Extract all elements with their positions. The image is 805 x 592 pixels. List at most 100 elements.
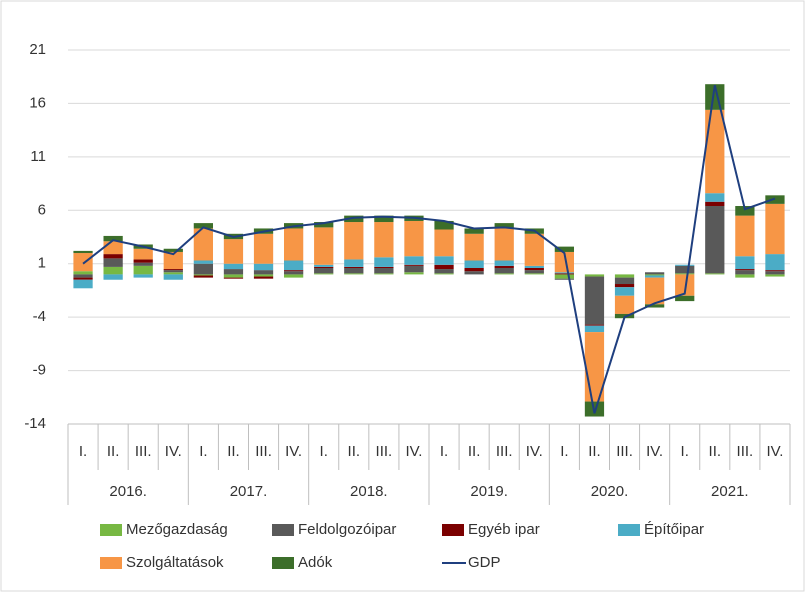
bar-segment [73, 271, 93, 275]
bar-segment [374, 215, 394, 223]
bar-segment [644, 304, 665, 308]
x-tick-label: I. [79, 443, 87, 460]
legend-swatch [100, 557, 122, 569]
bar-segment [223, 239, 244, 264]
bar-segment [434, 229, 454, 257]
bar-segment [434, 264, 454, 270]
bar-segment [283, 271, 304, 275]
x-tick-label: I. [440, 443, 448, 460]
bar-segment [404, 264, 424, 266]
legend-swatch [272, 524, 294, 536]
bar-segment [494, 265, 514, 268]
x-tick-label: II. [107, 443, 120, 460]
bar-segment [614, 295, 635, 314]
x-tick-label: III. [376, 443, 393, 460]
y-tick-label: 16 [29, 94, 46, 111]
bar-segment [283, 228, 304, 261]
bar-segment [404, 256, 424, 265]
bar-segment [675, 273, 695, 275]
bar-segment [314, 266, 334, 268]
bar-segment [223, 274, 244, 278]
bar-segment [524, 270, 544, 274]
bar-segment [614, 284, 635, 288]
x-tick-label: II. [468, 443, 481, 460]
legend-label: Egyéb ipar [468, 521, 540, 538]
bar-segment [614, 277, 635, 285]
bar-segment [765, 195, 785, 204]
bar-segment [73, 277, 93, 280]
bar-segment [163, 269, 183, 271]
bar-segment [765, 270, 785, 272]
bar-segment [314, 273, 334, 275]
bar-segment [103, 274, 123, 280]
bar-segment [675, 264, 695, 266]
x-tick-label: III. [255, 443, 272, 460]
x-tick-label: III. [135, 443, 152, 460]
bar-segment [374, 266, 394, 268]
bar-segment [404, 272, 424, 275]
bar-segment [344, 273, 364, 275]
bar-segment [193, 228, 214, 261]
bar-segment [584, 325, 605, 333]
bar-segment [374, 267, 394, 274]
legend-label: GDP [468, 554, 501, 571]
x-tick-label: I. [681, 443, 689, 460]
bar-segment [735, 256, 755, 270]
legend-label: Adók [298, 554, 333, 571]
y-tick-label: -4 [33, 308, 46, 325]
bar-segment [705, 193, 725, 202]
bar-segment [283, 270, 304, 272]
x-tick-label: I. [560, 443, 568, 460]
bar-segment [434, 269, 454, 274]
bar-segment [735, 274, 755, 278]
bar-segment [554, 246, 575, 252]
bar-segment [133, 262, 153, 266]
bar-segment [644, 277, 665, 305]
bar-segment [163, 248, 183, 252]
x-tick-label: IV. [646, 443, 663, 460]
bar-segment [644, 275, 665, 278]
bar-segment [374, 257, 394, 267]
bar-segment [705, 201, 725, 207]
bar-segment [434, 256, 454, 265]
x-tick-label: II. [709, 443, 722, 460]
bar-segment [344, 215, 364, 223]
bar-segment [434, 273, 454, 275]
bar-segment [554, 272, 575, 274]
bar-segment [735, 215, 755, 257]
bar-segment [464, 228, 484, 234]
x-tick-label: IV. [766, 443, 783, 460]
bar-segment [253, 233, 274, 264]
bar-segment [404, 265, 424, 273]
bar-segment [554, 278, 575, 280]
bar-segment [524, 273, 544, 275]
x-tick-label: II. [588, 443, 601, 460]
bar-segment [103, 266, 123, 275]
legend-label: Feldolgozóipar [298, 521, 396, 538]
bar-segment [524, 233, 544, 266]
year-label: 2016. [109, 483, 147, 500]
bar-segment [494, 228, 514, 261]
bar-segment [253, 263, 274, 271]
bar-segment [644, 272, 665, 275]
x-tick-label: IV. [526, 443, 543, 460]
x-tick-label: IV. [405, 443, 422, 460]
bar-segment [584, 276, 605, 325]
bar-segment [283, 274, 304, 278]
bar-segment [554, 273, 575, 275]
bar-segment [554, 251, 575, 273]
bar-segment [705, 109, 725, 194]
bar-segment [584, 274, 605, 277]
bar-segment [675, 265, 695, 274]
bar-segment [193, 263, 214, 275]
bar-segment [253, 276, 274, 279]
bar-segment [735, 270, 755, 275]
legend-swatch [442, 524, 464, 536]
bar-segment [163, 251, 183, 270]
bar-segment [614, 274, 635, 278]
bar-segment [494, 273, 514, 275]
bar-segment [103, 241, 123, 255]
bar-segment [614, 287, 635, 296]
bar-segment [193, 274, 214, 276]
